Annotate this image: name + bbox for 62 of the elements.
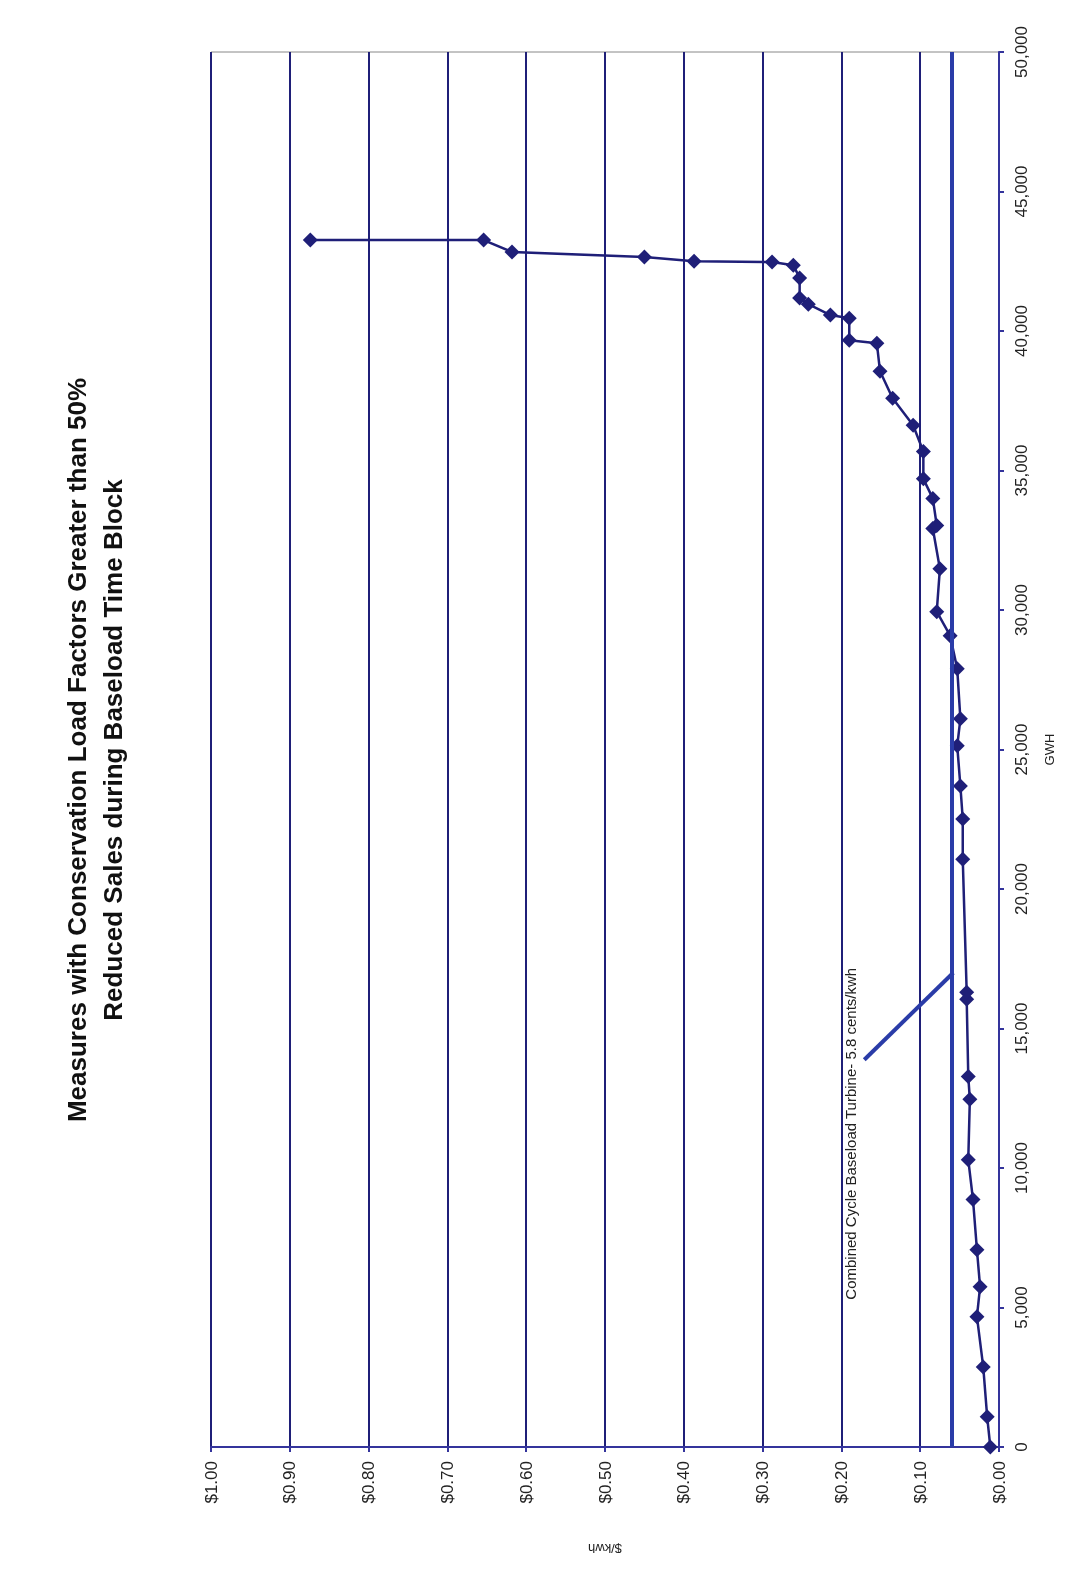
point (302, 232, 318, 248)
point (841, 310, 857, 326)
point (975, 1359, 991, 1375)
x-tick-label: $0.60 (516, 1461, 536, 1504)
x-tick-label: $0.50 (595, 1461, 615, 1504)
x-tick-label: $1.00 (201, 1461, 221, 1504)
point (960, 1068, 976, 1084)
x-tick-label: $0.30 (753, 1461, 773, 1504)
x-tick-label: $0.00 (989, 1461, 1009, 1504)
point (929, 604, 945, 620)
point (969, 1242, 985, 1258)
point (982, 1439, 998, 1455)
y-tick-label: 20,000 (1012, 863, 1031, 915)
point (960, 1152, 976, 1168)
x-tick-label: $0.80 (359, 1461, 379, 1504)
point (955, 811, 971, 827)
point (822, 307, 838, 323)
point (952, 711, 968, 727)
y-tick-label: 25,000 (1012, 723, 1031, 776)
point (764, 254, 780, 270)
point (476, 232, 492, 248)
point (636, 249, 652, 265)
x-tick-label: $0.90 (280, 1461, 300, 1504)
y-tick-label: 50,000 (1012, 26, 1031, 78)
point (925, 490, 941, 506)
y-tick-label: 0 (1012, 1442, 1031, 1452)
x-tick-label: $0.70 (437, 1461, 457, 1504)
point (932, 561, 948, 577)
text: Measures with Conservation Load Factors Greater than 50% Reduced Sales during Baseload Time Block (62, 377, 128, 1123)
point (686, 253, 702, 269)
y-tick-label: 30,000 (1012, 584, 1031, 636)
y-axis-title: GWH (1042, 733, 1057, 766)
point (504, 244, 520, 260)
point (905, 417, 921, 433)
point (962, 1091, 978, 1107)
point (915, 471, 931, 487)
point (972, 1279, 988, 1295)
point (800, 296, 816, 312)
y-tick-label: 35,000 (1012, 444, 1031, 497)
y-tick-label: 15,000 (1012, 1002, 1031, 1055)
point (872, 363, 888, 379)
x-tick-label: $0.40 (674, 1461, 694, 1504)
x-tick-label: $0.10 (910, 1461, 930, 1504)
point (792, 290, 808, 306)
point (869, 335, 885, 351)
y-tick-label: 45,000 (1012, 165, 1031, 218)
x-axis-title: $/kwh (588, 1541, 622, 1556)
y-tick-label: 40,000 (1012, 305, 1031, 357)
y-tick-label: 5,000 (1012, 1286, 1031, 1329)
point (785, 257, 801, 273)
point (979, 1409, 995, 1425)
point (915, 444, 931, 460)
point (952, 778, 968, 794)
point (955, 851, 971, 867)
x-tick-label: $0.20 (831, 1461, 851, 1504)
point (969, 1309, 985, 1325)
annotation: Combined Cycle Baseload Turbine- 5.8 cents/kwh (841, 967, 859, 1300)
point (792, 270, 808, 286)
y-tick-label: 10,000 (1012, 1142, 1031, 1194)
point (885, 390, 901, 406)
point (841, 332, 857, 348)
point (965, 1192, 981, 1208)
